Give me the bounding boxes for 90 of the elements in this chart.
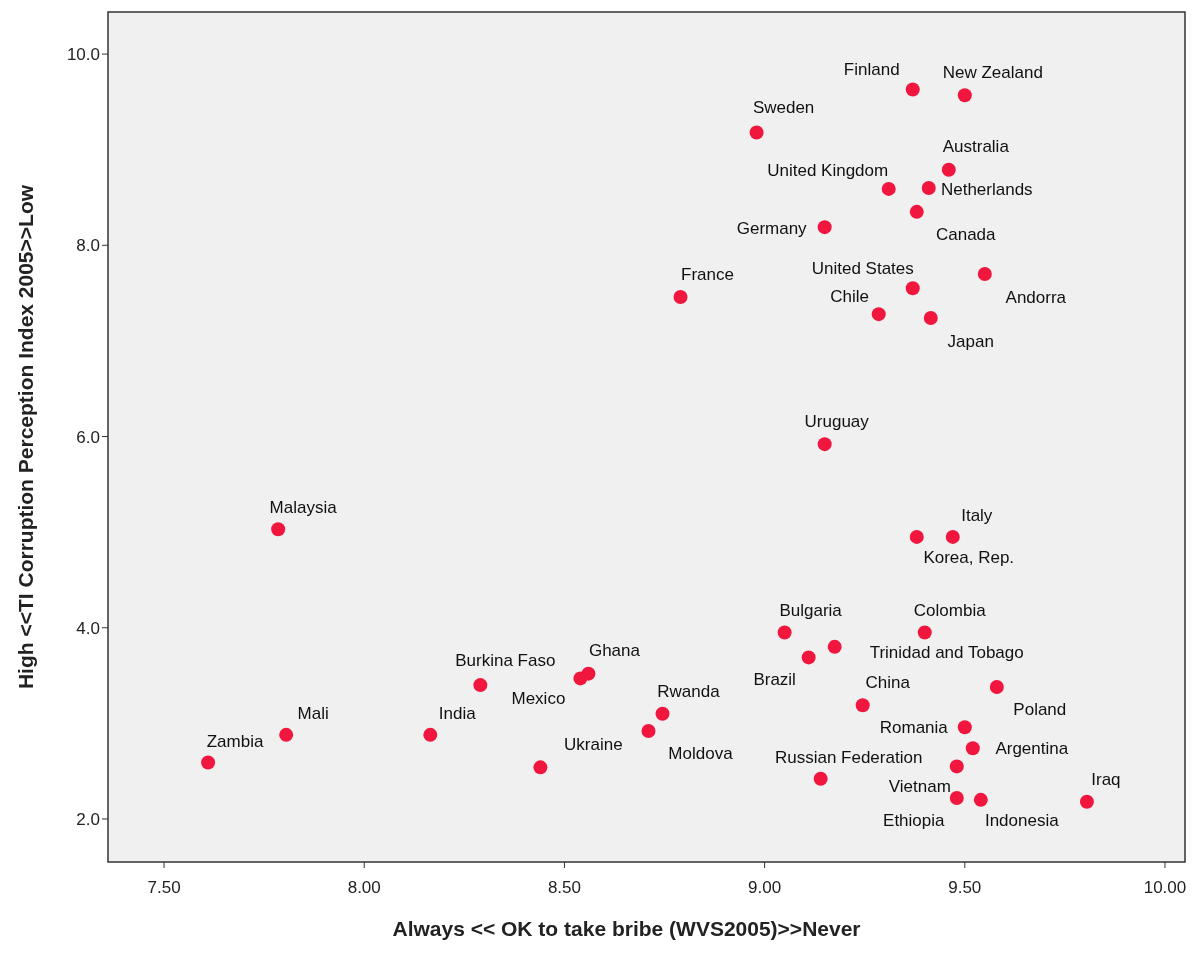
point (881, 181, 896, 196)
annotation: China (865, 673, 911, 693)
point (957, 88, 972, 103)
point (817, 220, 832, 235)
annotation: Ukraine (564, 735, 623, 755)
point (945, 529, 960, 544)
point (949, 759, 964, 774)
point (957, 720, 972, 735)
point (641, 724, 656, 739)
annotation: Sweden (752, 98, 815, 118)
annotation: Uruguay (804, 412, 870, 432)
annotation: Japan (947, 331, 994, 351)
annotation: Canada (935, 224, 997, 244)
point (905, 281, 920, 296)
annotation: Colombia (913, 600, 987, 620)
point (989, 680, 1004, 695)
point (749, 125, 764, 140)
point (817, 437, 832, 452)
annotation: Germany (736, 219, 808, 239)
point (917, 625, 932, 640)
x-tick-label: 7.50 (147, 878, 181, 897)
point (941, 162, 956, 177)
annotation: Indonesia (984, 810, 1060, 830)
annotation: Rwanda (657, 681, 721, 701)
annotation: New Zealand (942, 63, 1043, 83)
annotation: United Kingdom (767, 160, 889, 180)
annotation: Zambia (206, 731, 264, 751)
annotation: Brazil (753, 670, 796, 690)
annotation: Moldova (668, 744, 734, 764)
point (949, 790, 964, 805)
point (655, 706, 670, 721)
annotation: Vietnam (888, 777, 951, 797)
annotation: Australia (942, 136, 1010, 156)
annotation: United States (811, 259, 914, 279)
annotation: Romania (879, 718, 949, 738)
x-tick-label: 10.00 (1143, 878, 1187, 897)
x-tick-label: 8.00 (347, 878, 381, 897)
annotation: Ethiopia (883, 810, 946, 830)
annotation: France (681, 264, 734, 284)
point (279, 727, 294, 742)
annotation: Mexico (511, 689, 566, 709)
point (1079, 794, 1094, 809)
annotation: Andorra (1005, 287, 1067, 307)
point (855, 698, 870, 713)
point (573, 671, 588, 686)
point (973, 792, 988, 807)
point (813, 771, 828, 786)
x-tick-label: 9.50 (948, 878, 982, 897)
point (271, 522, 286, 537)
point (533, 760, 548, 775)
annotation: Finland (843, 60, 900, 80)
point (473, 678, 488, 693)
point (923, 310, 938, 325)
point (977, 266, 992, 281)
annotation: Netherlands (940, 179, 1033, 199)
annotation: Argentina (995, 739, 1069, 759)
y-tick-label: 6.0 (76, 427, 100, 447)
annotation: Chile (830, 287, 870, 307)
annotation: Poland (1013, 700, 1067, 720)
x-axis-title: Always << OK to take bribe (WVS2005)>>Never (392, 917, 861, 940)
y-axis-title: High <<TI Corruption Perception Index 2005>>Low (14, 184, 37, 690)
point (801, 650, 816, 665)
annotation: Malaysia (269, 498, 338, 518)
point (905, 82, 920, 97)
annotation: Italy (961, 505, 993, 525)
point (673, 289, 688, 304)
y-tick-label: 2.0 (76, 809, 100, 829)
point (827, 639, 842, 654)
point (909, 529, 924, 544)
annotation: India (438, 703, 477, 723)
y-tick-label: 8.0 (76, 236, 100, 256)
annotation: Iraq (1091, 769, 1121, 789)
point (871, 307, 886, 322)
point (921, 180, 936, 195)
annotation: Russian Federation (774, 747, 923, 767)
point (201, 755, 216, 770)
point (423, 727, 438, 742)
x-tick-label: 8.50 (547, 878, 581, 897)
annotation: Korea, Rep. (923, 547, 1015, 567)
point (965, 741, 980, 756)
annotation: Burkina Faso (455, 651, 556, 671)
point (909, 204, 924, 219)
point (777, 625, 792, 640)
x-tick-label: 9.00 (748, 878, 782, 897)
annotation: Trinidad and Tobago (869, 642, 1024, 662)
annotation: Bulgaria (779, 600, 843, 620)
y-tick-label: 10.0 (66, 45, 100, 65)
annotation: Mali (297, 703, 329, 723)
y-tick-label: 4.0 (76, 618, 100, 638)
annotation: Ghana (588, 640, 641, 660)
